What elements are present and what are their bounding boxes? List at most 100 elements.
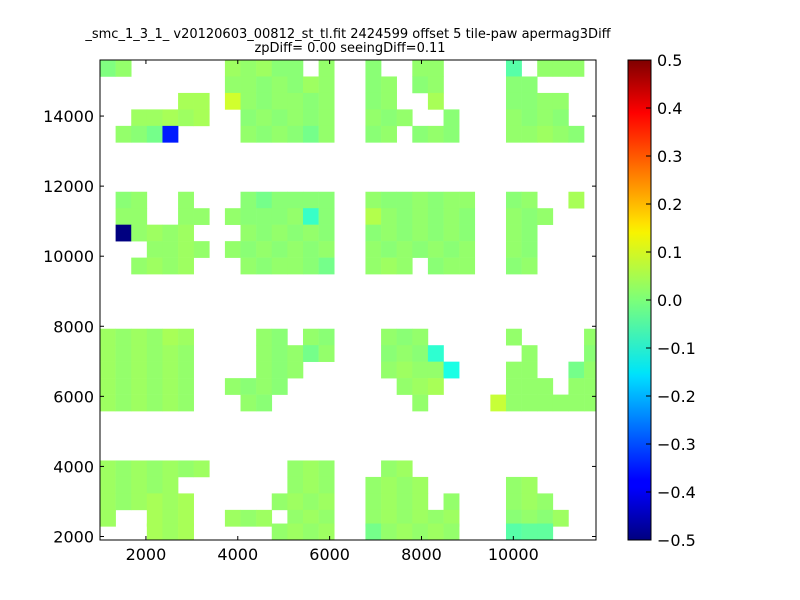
heatmap-cell: [256, 60, 273, 77]
heatmap-cells: [100, 60, 597, 541]
heatmap-cell: [162, 328, 179, 346]
heatmap-cell: [115, 328, 132, 346]
heatmap-cell: [427, 191, 444, 209]
heatmap-cell: [287, 460, 304, 478]
heatmap-cell: [584, 345, 597, 362]
heatmap-cell: [146, 460, 163, 478]
heatmap-cell: [412, 361, 429, 379]
heatmap-cell: [240, 125, 257, 143]
heatmap-cell: [178, 241, 194, 258]
heatmap-cell: [287, 76, 304, 94]
heatmap-cell: [193, 241, 210, 258]
heatmap-cell: [505, 257, 522, 275]
heatmap-cell: [427, 208, 444, 225]
heatmap-cell: [381, 361, 397, 379]
heatmap-cell: [412, 125, 429, 143]
heatmap-cell: [381, 76, 397, 94]
heatmap-cell: [521, 191, 538, 209]
heatmap-cell: [396, 476, 413, 494]
heatmap-cell: [131, 460, 148, 478]
heatmap-cell: [131, 224, 148, 242]
heatmap-cell: [412, 345, 429, 362]
heatmap-cell: [505, 241, 522, 258]
heatmap-cell: [302, 208, 319, 225]
heatmap-cell: [521, 493, 538, 511]
heatmap-cell: [552, 92, 569, 110]
heatmap-cell: [178, 523, 194, 541]
heatmap-cell: [162, 460, 179, 478]
heatmap-cell: [568, 394, 585, 412]
heatmap-cell: [302, 476, 319, 494]
heatmap-cell: [443, 191, 460, 209]
heatmap-cell: [178, 509, 194, 527]
heatmap-cell: [224, 378, 241, 395]
colorbar-tick-label: −0.5: [657, 531, 696, 550]
heatmap-cell: [287, 60, 304, 77]
heatmap-cell: [302, 109, 319, 127]
heatmap-cell: [443, 125, 460, 143]
heatmap-cell: [381, 208, 397, 225]
heatmap-cell: [240, 92, 257, 110]
heatmap-cell: [427, 345, 444, 362]
heatmap-cell: [412, 476, 429, 494]
heatmap-cell: [427, 76, 444, 94]
heatmap-cell: [381, 257, 397, 275]
y-tick-label: 4000: [53, 457, 94, 476]
heatmap-cell: [537, 92, 554, 110]
heatmap-cell: [427, 224, 444, 242]
heatmap-cell: [381, 509, 397, 527]
heatmap-cell: [412, 208, 429, 225]
heatmap-cell: [427, 60, 444, 77]
heatmap-cell: [381, 191, 397, 209]
heatmap-cell: [505, 394, 522, 412]
heatmap-cell: [396, 208, 413, 225]
heatmap-cell: [396, 523, 413, 541]
heatmap-cell: [396, 345, 413, 362]
heatmap-cell: [131, 109, 148, 127]
heatmap-cell: [302, 523, 319, 541]
heatmap-cell: [412, 394, 429, 412]
heatmap-cell: [146, 476, 163, 494]
heatmap-cell: [240, 394, 257, 412]
heatmap-cell: [318, 345, 335, 362]
y-tick-label: 14000: [43, 107, 94, 126]
heatmap-cell: [100, 509, 116, 527]
heatmap-cell: [505, 208, 522, 225]
heatmap-cell: [427, 241, 444, 258]
heatmap-cell: [427, 92, 444, 110]
heatmap-cell: [537, 208, 554, 225]
heatmap-cell: [224, 241, 241, 258]
colorbar-tick-label: 0.0: [657, 291, 682, 310]
heatmap-cell: [115, 345, 132, 362]
heatmap-cell: [271, 224, 288, 242]
heatmap-cell: [459, 257, 476, 275]
heatmap-cell: [256, 361, 273, 379]
y-tick-label: 12000: [43, 177, 94, 196]
heatmap-cell: [287, 257, 304, 275]
heatmap-cell: [521, 92, 538, 110]
heatmap-cell: [396, 378, 413, 395]
heatmap-cell: [365, 92, 382, 110]
heatmap-cell: [178, 224, 194, 242]
heatmap-cell: [302, 125, 319, 143]
heatmap-cell: [396, 460, 413, 478]
heatmap-cell: [505, 509, 522, 527]
heatmap-cell: [287, 523, 304, 541]
heatmap-cell: [443, 241, 460, 258]
heatmap-cell: [256, 125, 273, 143]
heatmap-cell: [459, 241, 476, 258]
heatmap-cell: [256, 92, 273, 110]
heatmap-cell: [505, 125, 522, 143]
heatmap-cell: [271, 241, 288, 258]
heatmap-cell: [490, 394, 507, 412]
heatmap-cell: [521, 224, 538, 242]
heatmap-cell: [271, 257, 288, 275]
heatmap-cell: [412, 328, 429, 346]
colorbar-tick-label: 0.1: [657, 243, 682, 262]
heatmap-cell: [318, 460, 335, 478]
heatmap-cell: [146, 493, 163, 511]
heatmap-cell: [178, 328, 194, 346]
heatmap-cell: [271, 60, 288, 77]
heatmap-cell: [162, 125, 179, 143]
heatmap-cell: [568, 378, 585, 395]
